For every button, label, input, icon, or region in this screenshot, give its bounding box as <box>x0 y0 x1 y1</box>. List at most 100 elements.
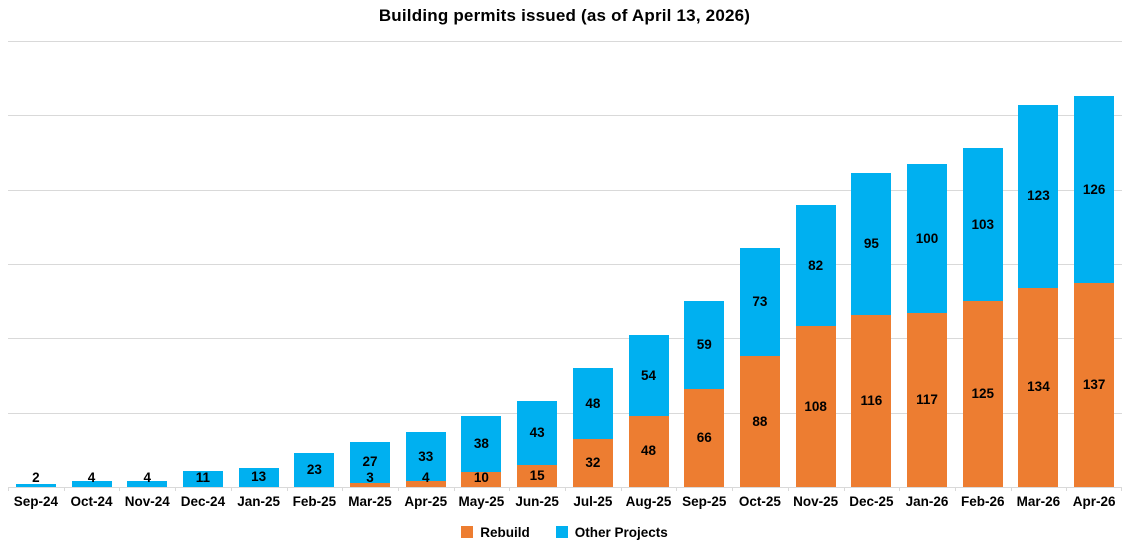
bar-segment-rebuild <box>461 472 502 487</box>
axis-tick <box>286 487 288 491</box>
bar-segment-rebuild <box>684 388 725 487</box>
bar-segment-rebuild <box>962 301 1003 487</box>
x-axis-label: Dec-24 <box>180 494 226 509</box>
bar-segment-other-projects <box>350 442 391 483</box>
data-label-rebuild: 134 <box>1027 379 1050 395</box>
legend-label-other-projects: Other Projects <box>574 524 668 540</box>
data-label-other-projects: 126 <box>1082 181 1106 197</box>
bar-segment-rebuild <box>628 415 669 487</box>
axis-tick <box>8 487 9 491</box>
bar-segment-other-projects <box>238 467 279 487</box>
axis-tick <box>453 487 455 491</box>
bar-segment-other-projects <box>1018 104 1059 288</box>
data-label-rebuild: 125 <box>971 386 995 402</box>
axis-tick <box>565 487 566 491</box>
gridline <box>8 412 1122 414</box>
data-label-other-projects: 33 <box>418 448 434 464</box>
gridline <box>8 115 1122 117</box>
axis-tick <box>175 487 177 491</box>
data-label-rebuild: 15 <box>529 467 545 483</box>
x-axis-label: Mar-26 <box>1016 494 1061 509</box>
legend-label-rebuild: Rebuild <box>480 524 530 540</box>
axis-tick <box>397 487 399 491</box>
data-label-other-projects: 123 <box>1027 188 1050 204</box>
x-axis-label: Jan-25 <box>237 494 281 509</box>
axis-tick <box>119 487 121 491</box>
gridline <box>8 41 1122 42</box>
data-label-rebuild: 88 <box>752 413 768 429</box>
bar-segment-rebuild <box>405 481 446 487</box>
axis-tick <box>954 487 956 491</box>
axis-tick <box>1121 487 1122 491</box>
data-label-other-projects: 27 <box>362 454 378 470</box>
x-axis-label: Aug-25 <box>625 494 672 509</box>
data-label-other-projects: 4 <box>87 470 96 485</box>
bar-segment-other-projects <box>795 204 836 327</box>
data-label-other-projects: 38 <box>473 435 489 451</box>
bar-segment-other-projects <box>907 164 948 314</box>
x-axis-label: Jul-25 <box>573 494 613 509</box>
bar-segment-other-projects <box>127 481 168 487</box>
x-axis-label: May-25 <box>458 494 505 509</box>
bar-segment-rebuild <box>1018 287 1059 487</box>
x-axis-label: Sep-25 <box>682 494 727 509</box>
data-label-other-projects: 95 <box>863 235 879 251</box>
x-axis-label: Sep-24 <box>13 494 58 509</box>
x-axis-label: Mar-25 <box>348 494 392 509</box>
x-axis-label: Dec-25 <box>849 494 894 509</box>
bar-segment-rebuild <box>851 314 892 487</box>
data-label-rebuild: 117 <box>916 392 938 408</box>
axis-tick <box>676 487 678 491</box>
bar-segment-rebuild <box>1074 283 1115 487</box>
data-label-other-projects: 103 <box>971 216 995 232</box>
data-label-rebuild: 108 <box>804 398 827 414</box>
x-axis-label: Apr-26 <box>1072 494 1116 509</box>
axis-tick <box>787 487 789 491</box>
data-label-other-projects: 59 <box>696 337 712 353</box>
bar-segment-rebuild <box>907 313 948 487</box>
x-axis-label: Jun-25 <box>515 494 559 509</box>
bar-segment-rebuild <box>795 326 836 487</box>
data-label-other-projects: 73 <box>752 293 768 309</box>
x-axis-label: Feb-26 <box>960 494 1005 509</box>
bar-segment-other-projects <box>182 470 223 487</box>
data-label-other-projects: 54 <box>641 367 657 383</box>
data-label-rebuild: 48 <box>641 443 657 459</box>
bar-segment-other-projects <box>628 335 669 416</box>
data-label-rebuild: 116 <box>860 392 883 408</box>
x-axis-label: Feb-25 <box>292 494 337 509</box>
data-label-other-projects: 4 <box>143 470 152 485</box>
data-label-other-projects: 82 <box>808 257 824 273</box>
bar-segment-rebuild <box>517 464 558 487</box>
data-label-rebuild: 32 <box>585 455 601 471</box>
bar-segment-rebuild <box>572 439 613 487</box>
gridline <box>8 264 1122 265</box>
gridline <box>8 338 1122 340</box>
data-label-other-projects: 43 <box>529 424 545 440</box>
bar-segment-other-projects <box>572 368 613 440</box>
legend-item-other-projects: Other Projects <box>555 524 668 540</box>
data-label-other-projects: 11 <box>195 470 211 485</box>
data-label-rebuild: 66 <box>696 429 712 445</box>
legend-item-rebuild: Rebuild <box>461 525 530 540</box>
data-label-rebuild: 10 <box>473 470 489 485</box>
data-label-other-projects: 100 <box>915 230 939 246</box>
axis-tick <box>732 487 734 491</box>
legend: Rebuild Other Projects <box>0 522 1129 542</box>
bar-segment-other-projects <box>461 415 502 473</box>
x-axis-label: Apr-25 <box>404 494 448 509</box>
data-label-other-projects: 2 <box>32 470 40 485</box>
bar-segment-other-projects <box>517 400 558 465</box>
bar-segment-other-projects <box>71 481 112 487</box>
gridline <box>8 189 1122 191</box>
axis-tick <box>63 487 65 491</box>
bar-segment-other-projects <box>15 484 56 487</box>
axis-tick <box>899 487 901 491</box>
axis-tick <box>620 487 622 491</box>
legend-swatch-rebuild-icon <box>461 526 474 538</box>
x-axis-label: Nov-25 <box>793 494 839 509</box>
data-label-other-projects: 23 <box>306 461 322 477</box>
x-axis-label: Nov-24 <box>124 494 170 509</box>
bar-segment-other-projects <box>684 301 725 389</box>
